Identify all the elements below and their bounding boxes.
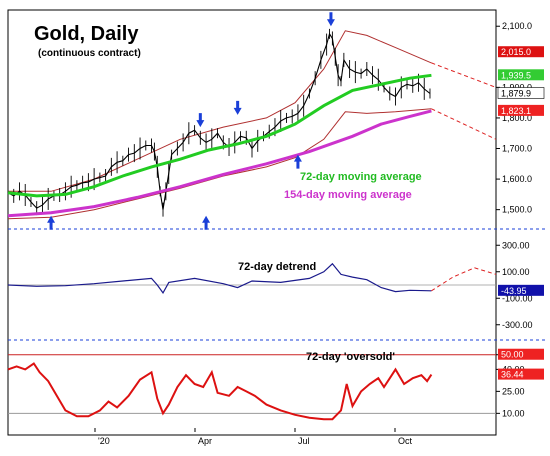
ma154-line (7, 109, 432, 218)
price-panel: 2,100.01,900.01,800.01,700.01,600.01,500… (7, 12, 546, 230)
detrend-projection (431, 267, 497, 292)
detrend-line (7, 262, 432, 295)
down-arrow (196, 113, 205, 128)
y-tick-label: 10.00 (502, 408, 525, 418)
ma154-label: 154-day moving average (284, 189, 412, 201)
x-tick-label: '20 (98, 436, 110, 446)
up-arrow (202, 215, 211, 230)
y-tick-label: -100.00 (502, 293, 533, 303)
y-tick-label: 2,100.0 (502, 21, 532, 31)
ma72-label: 72-day moving average (300, 171, 422, 183)
y-tick-label: 1,500.0 (502, 205, 532, 215)
x-tick-label: Oct (398, 436, 413, 446)
upper-band-projection (431, 62, 497, 88)
value-tag-text: 1,879.9 (501, 89, 531, 99)
y-tick-label: 300.00 (502, 240, 530, 250)
down-arrow (233, 100, 242, 115)
outer-frame (7, 9, 497, 436)
value-tag (498, 284, 544, 296)
value-tag (497, 87, 545, 99)
value-tag-text: 36.44 (501, 370, 524, 380)
lower-band-projection (431, 108, 497, 140)
x-axis: '20 Apr Jul Oct (94, 428, 413, 446)
lower-band-line (7, 108, 432, 220)
value-tag (498, 104, 544, 116)
y-tick-label: -300.00 (502, 320, 533, 330)
y-tick-label: 100.00 (502, 267, 530, 277)
value-tag (498, 348, 544, 360)
oversold-line (7, 362, 433, 421)
x-tick-label: Apr (198, 436, 212, 446)
y-tick-label: 1,600.0 (502, 174, 532, 184)
value-tag (498, 368, 544, 380)
value-tag (498, 46, 544, 58)
value-tag-text: 50.00 (501, 350, 524, 360)
y-tick-label: 1,800.0 (502, 113, 532, 123)
chart-title: Gold, Daily (34, 23, 139, 45)
up-arrow (47, 215, 56, 230)
oversold-label: 72-day 'oversold' (306, 351, 395, 363)
chart-subtitle: (continuous contract) (38, 48, 141, 59)
down-arrow (326, 12, 335, 27)
value-tag-text: 2,015.0 (501, 47, 531, 57)
value-tag (498, 69, 544, 81)
y-tick-label: 25.00 (502, 386, 525, 396)
detrend-label: 72-day detrend (238, 261, 316, 273)
value-tag-text: -43.95 (501, 286, 527, 296)
up-arrow (293, 154, 302, 169)
value-tag-text: 1,939.5 (501, 70, 531, 80)
value-tag-text: 1,823.1 (501, 106, 531, 116)
detrend-panel: 300.00 100.00 -100.00 -300.00 72-day detrend… (7, 240, 546, 341)
x-tick-label: Jul (298, 436, 310, 446)
ma72-line (7, 73, 432, 198)
y-tick-label: 1,700.0 (502, 144, 532, 154)
